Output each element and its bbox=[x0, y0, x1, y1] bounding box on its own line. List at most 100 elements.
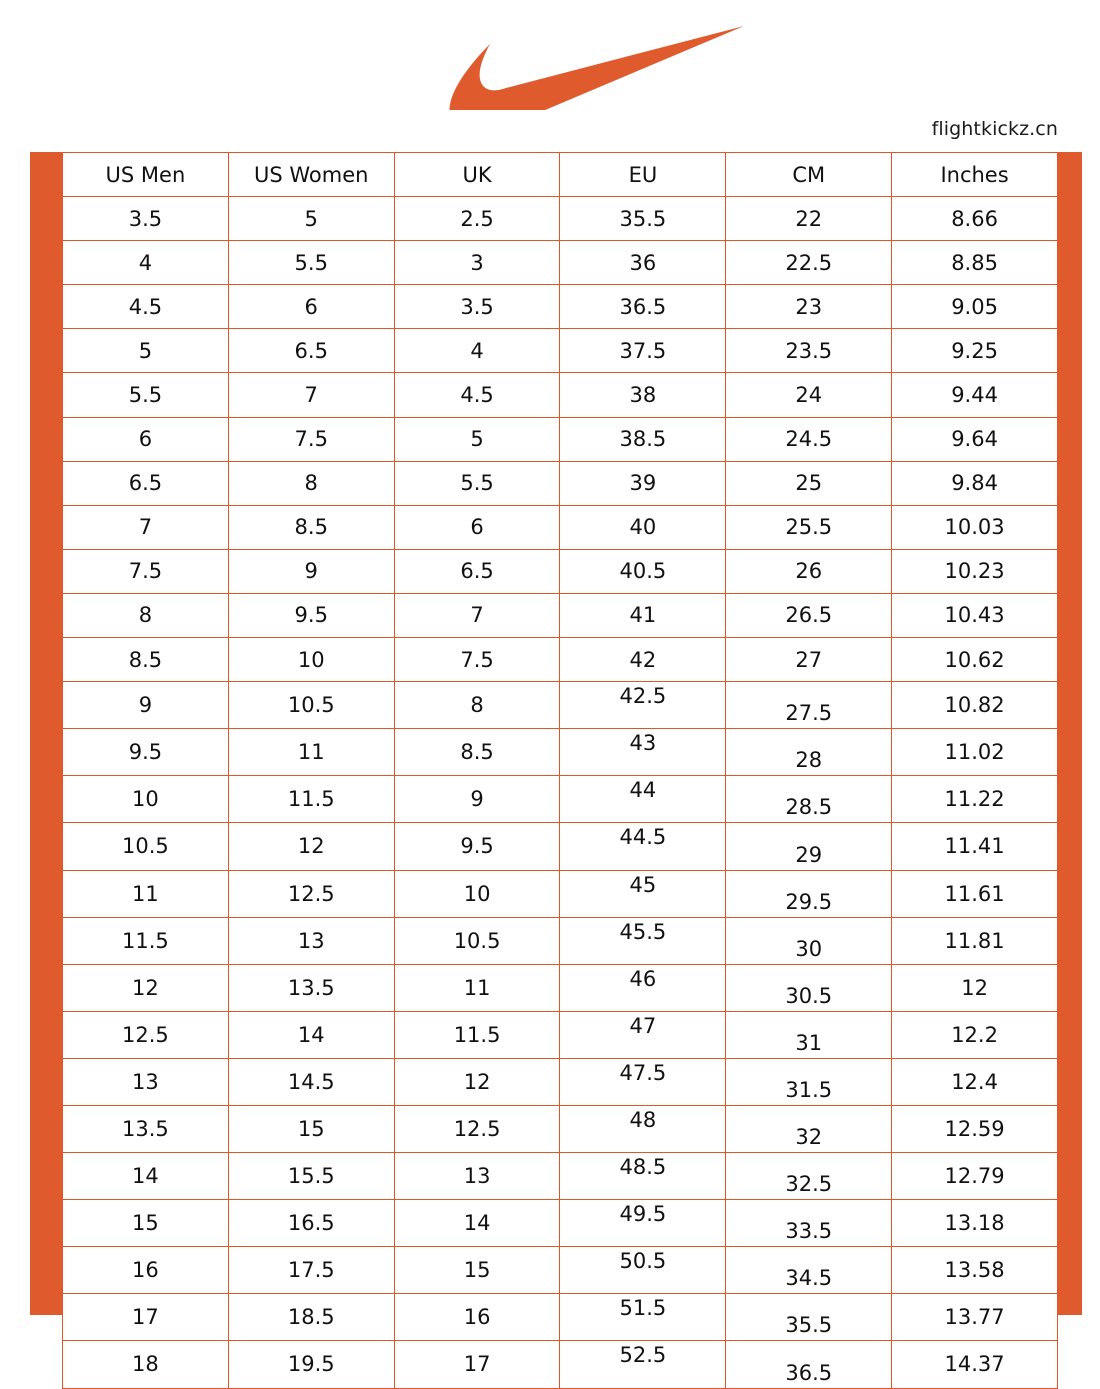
cell-uk: 15 bbox=[393, 1246, 561, 1295]
cell-us-women: 19.5 bbox=[227, 1340, 395, 1389]
cell-inches: 8.66 bbox=[891, 196, 1058, 242]
cell-us-men: 12 bbox=[62, 963, 229, 1012]
cell-cm: 31 bbox=[725, 1010, 893, 1059]
cell-cm: 25 bbox=[725, 460, 893, 506]
cell-us-women: 7 bbox=[227, 372, 395, 418]
cell-us-women: 11.5 bbox=[227, 775, 395, 824]
cell-inches: 12.79 bbox=[891, 1152, 1058, 1201]
table-row: 10 11.5 9 44 28.5 11.22 bbox=[62, 775, 1058, 824]
cell-us-women: 8.5 bbox=[227, 504, 395, 550]
cell-eu: 37.5 bbox=[559, 328, 727, 374]
table-row: 12.5 14 11.5 47 31 12.2 bbox=[62, 1010, 1058, 1059]
cell-uk: 4.5 bbox=[393, 372, 561, 418]
cell-uk: 5 bbox=[393, 416, 561, 462]
cell-eu: 48.5 bbox=[559, 1152, 727, 1201]
cell-us-women: 15.5 bbox=[227, 1152, 395, 1201]
table-body: 3.5 5 2.5 35.5 22 8.66 4 5.5 3 36 22.5 8.85 4.5 6 3.5 3… bbox=[62, 196, 1058, 1389]
table-row: 7.5 9 6.5 40.5 26 10.23 bbox=[62, 548, 1058, 594]
cell-inches: 10.23 bbox=[891, 548, 1058, 594]
cell-us-men: 4.5 bbox=[62, 284, 229, 330]
cell-eu: 43 bbox=[559, 728, 727, 777]
cell-inches: 11.81 bbox=[891, 916, 1058, 965]
cell-eu: 40 bbox=[559, 504, 727, 550]
cell-uk: 11.5 bbox=[393, 1010, 561, 1059]
cell-us-women: 17.5 bbox=[227, 1246, 395, 1295]
cell-us-men: 8 bbox=[62, 592, 229, 639]
cell-eu: 49.5 bbox=[559, 1199, 727, 1248]
cell-us-men: 14 bbox=[62, 1152, 229, 1201]
size-conversion-table: US Men US Women UK EU CM Inches 3.5 5 2.5 35.5 22… bbox=[62, 151, 1058, 1389]
cell-cm: 32.5 bbox=[725, 1152, 893, 1201]
cell-cm: 28.5 bbox=[725, 775, 893, 824]
cell-us-men: 7 bbox=[62, 504, 229, 550]
cell-us-women: 11 bbox=[227, 728, 395, 777]
cell-inches: 13.77 bbox=[891, 1293, 1058, 1342]
cell-cm: 32 bbox=[725, 1104, 893, 1154]
size-chart-frame: US Men US Women UK EU CM Inches 3.5 5 2.5 35.5 22… bbox=[30, 151, 1082, 1389]
cell-us-men: 12.5 bbox=[62, 1010, 229, 1059]
cell-uk: 6 bbox=[393, 504, 561, 550]
cell-us-men: 11 bbox=[62, 869, 229, 918]
cell-us-women: 5.5 bbox=[227, 240, 395, 286]
cell-cm: 27.5 bbox=[725, 681, 893, 730]
cell-cm: 30.5 bbox=[725, 963, 893, 1012]
table-row: 13 14.5 12 47.5 31.5 12.4 bbox=[62, 1057, 1058, 1106]
cell-inches: 14.37 bbox=[891, 1340, 1058, 1389]
column-header-inches: Inches bbox=[891, 151, 1058, 198]
cell-uk: 5.5 bbox=[393, 460, 561, 506]
cell-eu: 47.5 bbox=[559, 1057, 727, 1106]
cell-us-men: 6.5 bbox=[62, 460, 229, 506]
cell-us-men: 3.5 bbox=[62, 196, 229, 242]
cell-uk: 2.5 bbox=[393, 196, 561, 242]
cell-us-men: 5 bbox=[62, 328, 229, 374]
cell-us-women: 9.5 bbox=[227, 592, 395, 639]
cell-cm: 28 bbox=[725, 728, 893, 777]
cell-inches: 9.25 bbox=[891, 328, 1058, 374]
cell-inches: 9.44 bbox=[891, 372, 1058, 418]
cell-eu: 35.5 bbox=[559, 196, 727, 242]
cell-uk: 3 bbox=[393, 240, 561, 286]
cell-us-men: 8.5 bbox=[62, 637, 229, 683]
table-row: 14 15.5 13 48.5 32.5 12.79 bbox=[62, 1152, 1058, 1201]
cell-inches: 10.82 bbox=[891, 681, 1058, 730]
cell-us-women: 14.5 bbox=[227, 1057, 395, 1106]
cell-inches: 11.41 bbox=[891, 822, 1058, 871]
cell-uk: 8 bbox=[393, 681, 561, 730]
cell-inches: 13.18 bbox=[891, 1199, 1058, 1248]
cell-uk: 9 bbox=[393, 775, 561, 824]
cell-cm: 29.5 bbox=[725, 869, 893, 918]
cell-cm: 26 bbox=[725, 548, 893, 594]
cell-uk: 12 bbox=[393, 1057, 561, 1106]
table-header-row: US Men US Women UK EU CM Inches bbox=[62, 151, 1058, 198]
cell-uk: 8.5 bbox=[393, 728, 561, 777]
cell-us-women: 7.5 bbox=[227, 416, 395, 462]
column-header-uk: UK bbox=[393, 151, 561, 198]
table-row: 11.5 13 10.5 45.5 30 11.81 bbox=[62, 916, 1058, 965]
cell-inches: 13.58 bbox=[891, 1246, 1058, 1295]
table-row: 3.5 5 2.5 35.5 22 8.66 bbox=[62, 196, 1058, 242]
cell-eu: 41 bbox=[559, 592, 727, 639]
table-row: 7 8.5 6 40 25.5 10.03 bbox=[62, 504, 1058, 550]
table-row: 11 12.5 10 45 29.5 11.61 bbox=[62, 869, 1058, 918]
table-row: 4 5.5 3 36 22.5 8.85 bbox=[62, 240, 1058, 286]
cell-eu: 46 bbox=[559, 963, 727, 1012]
cell-eu: 48 bbox=[559, 1104, 727, 1154]
table-row: 13.5 15 12.5 48 32 12.59 bbox=[62, 1104, 1058, 1154]
cell-eu: 52.5 bbox=[559, 1340, 727, 1389]
cell-us-women: 16.5 bbox=[227, 1199, 395, 1248]
table-row: 5 6.5 4 37.5 23.5 9.25 bbox=[62, 328, 1058, 374]
cell-cm: 26.5 bbox=[725, 592, 893, 639]
table-row: 8 9.5 7 41 26.5 10.43 bbox=[62, 592, 1058, 639]
cell-inches: 11.22 bbox=[891, 775, 1058, 824]
cell-uk: 14 bbox=[393, 1199, 561, 1248]
cell-us-women: 5 bbox=[227, 196, 395, 242]
cell-eu: 36.5 bbox=[559, 284, 727, 330]
cell-us-men: 10.5 bbox=[62, 822, 229, 871]
cell-us-men: 11.5 bbox=[62, 916, 229, 965]
cell-cm: 36.5 bbox=[725, 1340, 893, 1389]
cell-us-women: 13.5 bbox=[227, 963, 395, 1012]
cell-eu: 39 bbox=[559, 460, 727, 506]
cell-eu: 44.5 bbox=[559, 822, 727, 871]
cell-us-men: 17 bbox=[62, 1293, 229, 1342]
cell-us-women: 14 bbox=[227, 1010, 395, 1059]
